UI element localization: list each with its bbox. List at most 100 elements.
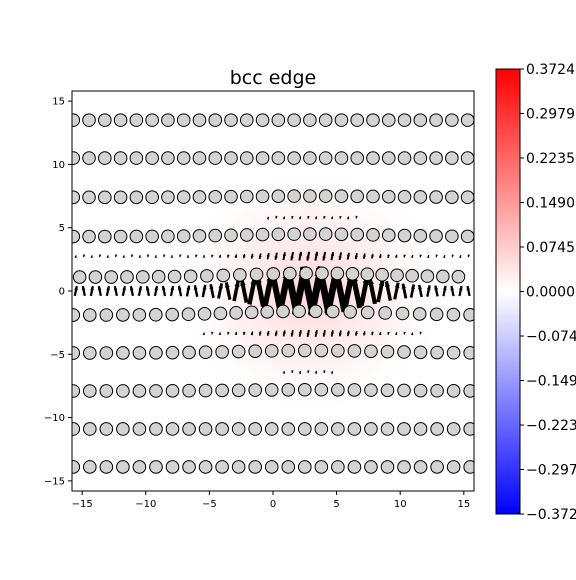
atom-marker xyxy=(335,152,348,165)
atom-marker xyxy=(99,152,112,165)
atom-marker xyxy=(234,269,247,282)
atom-marker xyxy=(332,384,345,397)
atom-marker xyxy=(100,385,113,398)
atom-marker xyxy=(282,384,295,397)
colorbar-tick-label: −0.2979 xyxy=(526,462,576,478)
atom-marker xyxy=(117,461,130,474)
atom-marker xyxy=(183,346,196,359)
y-tick-label: 5 xyxy=(59,223,65,234)
atom-marker xyxy=(230,307,243,320)
atom-marker xyxy=(99,191,112,204)
colorbar-tick-label: 0.1490 xyxy=(526,195,575,211)
atom-marker xyxy=(316,267,329,280)
atom-marker xyxy=(256,114,269,127)
atom-marker xyxy=(431,384,444,397)
atom-marker xyxy=(166,423,179,436)
atom-marker xyxy=(288,190,301,203)
atom-marker xyxy=(414,191,427,204)
atom-marker xyxy=(315,344,328,357)
atom-marker xyxy=(146,152,159,165)
atom-marker xyxy=(382,229,395,242)
atom-marker xyxy=(351,228,364,241)
atom-marker xyxy=(351,114,364,127)
atom-marker xyxy=(398,346,411,359)
atom-marker xyxy=(130,191,143,204)
atom-marker xyxy=(84,385,97,398)
atom-marker xyxy=(130,230,143,243)
atom-marker xyxy=(414,114,427,127)
atom-marker xyxy=(198,308,211,321)
atom-marker xyxy=(365,423,378,436)
atom-marker xyxy=(293,305,306,318)
atom-marker xyxy=(464,461,477,474)
atom-marker xyxy=(137,271,150,284)
atom-marker xyxy=(398,152,411,165)
atom-marker xyxy=(381,345,394,358)
atom-marker xyxy=(199,384,212,397)
atom-marker xyxy=(184,270,197,283)
atom-marker xyxy=(114,191,127,204)
atom-marker xyxy=(348,461,361,474)
atom-marker xyxy=(67,385,80,398)
atom-marker xyxy=(348,384,361,397)
atom-marker xyxy=(225,190,238,203)
atom-marker xyxy=(452,270,465,283)
atom-marker xyxy=(214,307,227,320)
atom-marker xyxy=(414,230,427,243)
atom-marker xyxy=(461,230,474,243)
atom-marker xyxy=(216,384,229,397)
atom-marker xyxy=(67,461,80,474)
atom-marker xyxy=(414,461,427,474)
atom-marker xyxy=(437,270,450,283)
atom-marker xyxy=(166,346,179,359)
atom-marker xyxy=(361,306,374,319)
atom-marker xyxy=(99,230,112,243)
atom-marker xyxy=(447,423,460,436)
colorbar xyxy=(496,69,520,514)
atom-marker xyxy=(250,268,263,281)
atom-marker xyxy=(177,230,190,243)
atom-marker xyxy=(367,114,380,127)
atom-marker xyxy=(117,385,130,398)
atom-marker xyxy=(326,305,339,318)
atom-marker xyxy=(431,461,444,474)
atom-marker xyxy=(299,383,312,396)
atom-marker xyxy=(398,384,411,397)
atom-marker xyxy=(335,228,348,241)
atom-marker xyxy=(265,461,278,474)
atom-marker xyxy=(177,114,190,127)
atom-marker xyxy=(150,423,163,436)
chart-title: bcc edge xyxy=(230,67,317,89)
y-tick-label: 15 xyxy=(52,97,65,108)
colorbar-tick-label: 0.2235 xyxy=(526,151,575,167)
atom-marker xyxy=(464,347,477,360)
atom-marker xyxy=(162,152,175,165)
atom-marker xyxy=(265,384,278,397)
colorbar-tick-label: −0.2235 xyxy=(526,418,576,434)
atom-marker xyxy=(367,229,380,242)
atom-marker xyxy=(146,230,159,243)
colorbar-tick-label: −0.0745 xyxy=(526,329,576,345)
atom-marker xyxy=(216,423,229,436)
atom-marker xyxy=(99,114,112,127)
atom-marker xyxy=(398,461,411,474)
atom-marker xyxy=(249,345,262,358)
atom-marker xyxy=(100,461,113,474)
x-tick-label: −10 xyxy=(135,499,156,510)
atom-marker xyxy=(267,268,280,281)
atom-marker xyxy=(431,423,444,436)
atom-marker xyxy=(382,152,395,165)
atom-marker xyxy=(272,152,285,165)
atom-marker xyxy=(133,309,146,322)
atom-marker xyxy=(288,228,301,241)
atom-marker xyxy=(461,191,474,204)
atom-marker xyxy=(201,270,214,283)
atom-marker xyxy=(114,230,127,243)
atom-marker xyxy=(431,346,444,359)
atom-marker xyxy=(319,114,332,127)
atom-marker xyxy=(100,309,113,322)
atom-marker xyxy=(282,344,295,357)
atom-marker xyxy=(288,152,301,165)
atom-marker xyxy=(100,423,113,436)
